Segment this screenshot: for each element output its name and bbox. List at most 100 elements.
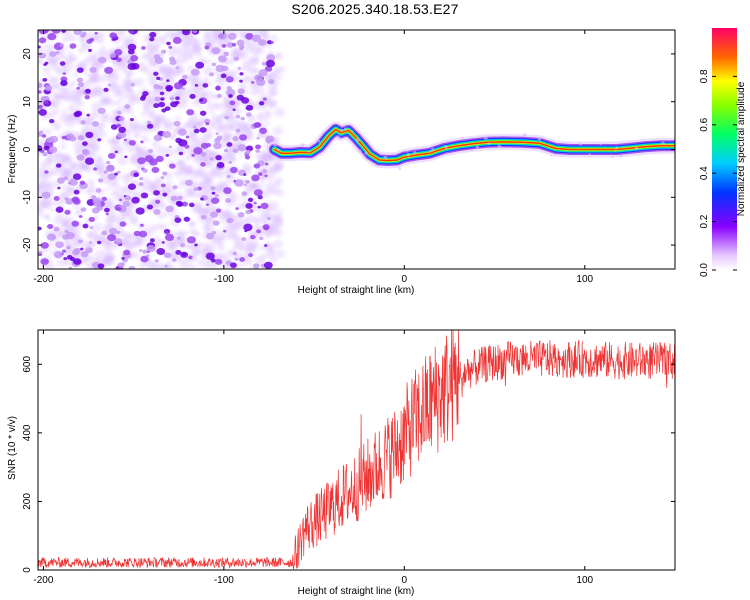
noise-dot <box>213 142 222 150</box>
x-tick-label: -100 <box>214 274 234 285</box>
noise-blob <box>104 187 110 192</box>
ridge-speck <box>351 130 354 133</box>
noise-blob <box>81 164 90 171</box>
noise-blob <box>211 263 217 268</box>
noise-dot <box>149 238 155 243</box>
noise-dot <box>155 155 164 163</box>
colorbar-gradient <box>712 28 737 270</box>
noise-dot <box>185 135 190 139</box>
noise-dot <box>245 145 254 152</box>
noise-dot <box>153 71 159 76</box>
noise-blob <box>137 90 143 96</box>
noise-blob <box>134 132 142 139</box>
noise-dot <box>46 233 56 241</box>
noise-dot <box>168 45 173 49</box>
noise-dot <box>101 230 108 236</box>
noise-dot <box>256 137 260 140</box>
noise-dot <box>217 55 227 63</box>
noise-blob <box>184 195 189 199</box>
noise-blob <box>258 247 264 251</box>
noise-blob <box>175 145 186 154</box>
noise-dot <box>114 172 118 176</box>
noise-dot <box>258 101 265 106</box>
noise-dot <box>205 203 210 207</box>
noise-dot <box>38 250 43 255</box>
noise-dot <box>266 54 276 62</box>
ridge-speck <box>444 146 448 149</box>
noise-dot <box>124 104 131 109</box>
noise-dot <box>193 128 200 134</box>
noise-dot <box>109 32 118 39</box>
noise-dot <box>153 83 160 90</box>
noise-blob <box>169 52 176 58</box>
noise-dot <box>88 48 92 52</box>
noise-dot <box>193 187 199 192</box>
ridge-speck <box>661 141 665 146</box>
noise-dot <box>107 152 116 160</box>
noise-blob <box>260 253 267 259</box>
noise-dot <box>120 262 125 266</box>
snr-y-label: SNR (10 * v/v) <box>7 416 18 480</box>
noise-blob <box>126 88 132 93</box>
noise-dot <box>105 164 115 173</box>
noise-dot <box>232 251 238 256</box>
noise-dot <box>158 85 164 90</box>
noise-blob <box>271 68 280 74</box>
noise-dot <box>84 157 95 165</box>
noise-dot <box>68 178 78 186</box>
noise-dot <box>114 49 123 56</box>
noise-dot <box>235 128 241 133</box>
y-tick-label: 0 <box>22 567 33 573</box>
noise-dot <box>156 76 161 80</box>
noise-dot <box>154 259 159 263</box>
ridge-speck <box>307 150 311 153</box>
noise-blob <box>126 119 132 124</box>
noise-dot <box>117 170 121 174</box>
noise-blob <box>256 48 264 55</box>
noise-blob <box>93 234 105 244</box>
noise-dot <box>140 140 144 144</box>
noise-dot <box>60 80 68 87</box>
noise-dot <box>172 36 182 45</box>
noise-blob <box>204 242 216 252</box>
noise-blob <box>143 137 150 143</box>
noise-blob <box>115 89 124 96</box>
noise-dot <box>63 176 69 181</box>
noise-blob <box>162 147 175 157</box>
noise-dot <box>129 118 134 122</box>
noise-dot <box>146 245 156 252</box>
noise-blob <box>251 181 260 189</box>
noise-dot <box>131 196 140 204</box>
noise-dot <box>107 173 117 181</box>
ridge-speck <box>611 155 614 159</box>
noise-blob <box>275 53 284 61</box>
ridge-speck <box>579 142 583 146</box>
noise-dot <box>160 183 166 188</box>
noise-blob <box>118 185 123 190</box>
noise-blob <box>273 107 286 118</box>
noise-dot <box>210 211 218 218</box>
noise-dot <box>261 62 267 66</box>
y-tick-label: 400 <box>22 424 33 441</box>
noise-dot <box>160 49 167 54</box>
noise-dot <box>200 197 204 201</box>
noise-blob <box>275 177 284 184</box>
noise-dot <box>245 209 251 215</box>
noise-dot <box>76 154 85 161</box>
noise-dot <box>97 107 106 115</box>
noise-dot <box>41 191 51 199</box>
noise-dot <box>127 43 137 51</box>
noise-blob <box>57 65 68 75</box>
noise-blob <box>148 191 154 196</box>
noise-blob <box>192 205 204 215</box>
noise-dot <box>139 176 144 181</box>
ridge-speck <box>300 143 305 147</box>
noise-dot <box>264 174 268 178</box>
noise-dot <box>72 249 80 256</box>
ridge-speck <box>428 150 431 153</box>
noise-dot <box>231 42 237 47</box>
noise-dot <box>185 179 193 186</box>
noise-blob <box>185 44 190 48</box>
noise-dot <box>216 93 222 98</box>
noise-blob <box>244 90 250 95</box>
